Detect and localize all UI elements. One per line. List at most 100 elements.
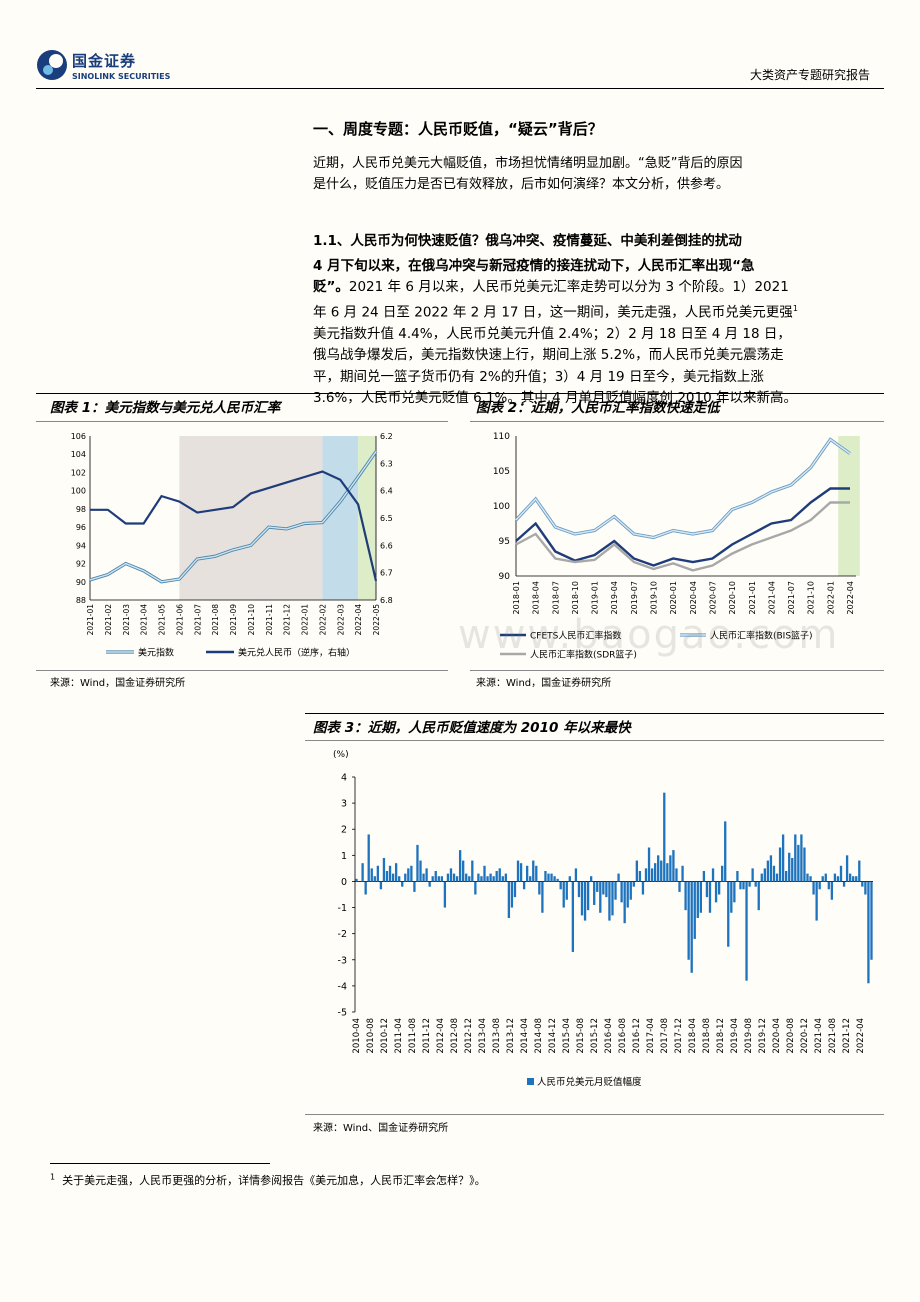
fig3-bar (474, 881, 477, 895)
fig3-bar (446, 873, 450, 882)
fig1-x-tick-label: 2021-04 (140, 604, 149, 636)
footnote-divider (50, 1163, 270, 1164)
fig3-bar (711, 868, 715, 882)
fig3-bar (367, 834, 370, 882)
fig2-x-tick-label: 2021-01 (748, 581, 757, 614)
fig3-bar (855, 876, 858, 882)
fig2-x-tick-label: 2021-04 (767, 581, 776, 614)
fig2-title-rule (470, 421, 884, 422)
fig3-legend-label: 人民币兑美元月贬值幅度 (537, 1076, 642, 1088)
fig1-bottom-rule (36, 670, 448, 671)
fig3-bar (620, 881, 623, 903)
fig3-bar (797, 844, 800, 882)
fig3-bar (848, 873, 852, 882)
fig3-bar (672, 850, 675, 882)
fig1-left-tick-label: 90 (76, 578, 86, 587)
fig3-bar (864, 881, 867, 895)
fig1-left-tick-label: 88 (76, 596, 86, 605)
fig1-x-tick-label: 2021-09 (229, 604, 238, 636)
fig3-bar (861, 881, 864, 887)
fig3-x-tick-label: 2017-04 (646, 1018, 656, 1054)
fig3-bar (791, 857, 794, 882)
fig3-bar (507, 881, 511, 918)
fig3-bar (529, 876, 532, 882)
fig3-bar (788, 852, 791, 882)
fig3-bar (681, 865, 684, 882)
fig3-x-tick-label: 2016-12 (632, 1018, 642, 1054)
fig2-y-tick-label: 110 (493, 432, 510, 442)
fig3-bar (824, 873, 827, 882)
fig3-bar (559, 881, 562, 890)
fig3-bar (714, 881, 718, 903)
fig3-bar (583, 881, 587, 921)
fig3-bar (589, 876, 593, 882)
fig1-left-tick-label: 106 (71, 432, 86, 441)
fig3-bar (437, 876, 440, 882)
fig3-bar (635, 860, 639, 882)
fig3-bar (358, 881, 361, 882)
fig2-legend-label: 人民币汇率指数(BIS篮子) (710, 630, 813, 642)
fig3-bar (827, 881, 830, 890)
fig3-bar (721, 865, 724, 882)
fig3-bar (556, 878, 559, 882)
fig3-bar (803, 847, 806, 882)
fig3-bar (748, 881, 751, 887)
fig3-source: 来源：Wind、国金证券研究所 (313, 1123, 449, 1134)
fig3-y-tick-label: 0 (341, 877, 347, 888)
fig3-bar (660, 860, 663, 882)
footnote-ref[interactable]: 1 (792, 304, 798, 314)
fig1-x-tick-label: 2021-11 (265, 604, 274, 636)
fig3-x-tick-label: 2010-04 (352, 1018, 362, 1054)
fig3-bar (675, 868, 678, 882)
fig3-bar (373, 876, 376, 882)
fig3-x-tick-label: 2012-04 (436, 1018, 446, 1054)
fig3-bar (608, 881, 611, 921)
fig3-bar (663, 792, 666, 882)
fig1-x-tick-label: 2022-04 (354, 604, 363, 636)
fig3-x-tick-label: 2018-08 (702, 1018, 712, 1054)
fig3-bar (614, 881, 617, 900)
fig2-x-tick-label: 2020-04 (689, 581, 698, 614)
fig3-x-tick-label: 2020-04 (772, 1018, 782, 1054)
fig3-bar (468, 876, 471, 882)
fig3-title: 图表 3：近期，人民币贬值速度为 2010 年以来最快 (313, 720, 631, 736)
fig3-bar (486, 876, 489, 882)
fig1-x-tick-label: 2022-02 (318, 604, 327, 636)
fig1-x-tick-label: 2022-05 (372, 604, 381, 636)
fig3-bar (458, 850, 462, 882)
fig3-x-tick-label: 2010-12 (380, 1018, 390, 1054)
fig3-x-tick-label: 2019-08 (744, 1018, 754, 1054)
fig3-bar (745, 881, 748, 981)
fig3-x-tick-label: 2011-08 (408, 1018, 418, 1054)
fig3-bar (596, 881, 599, 892)
fig3-bar (452, 873, 456, 882)
fig3-bar (577, 881, 581, 898)
fig3-bar (836, 876, 840, 882)
fig3-bar (510, 881, 514, 908)
body-text: 2021 年 6 月以来，人民币兑美元汇率走势可以分为 3 个阶段。1）2021 (348, 279, 789, 296)
fig3-bar (401, 881, 404, 887)
fig3-bar (669, 855, 672, 882)
fig3-bar (605, 881, 608, 898)
fig3-y-tick-label: -3 (338, 955, 347, 966)
fig3-bar (690, 881, 693, 973)
fig3-bar (443, 881, 447, 908)
fig3-x-tick-label: 2016-04 (604, 1018, 614, 1054)
company-logo: 国金证券 SINOLINK SECURITIES (36, 48, 176, 88)
fig2-series-line (515, 438, 851, 539)
fig3-bar (657, 855, 660, 882)
fig3-bar (852, 876, 855, 882)
fig2-source: 来源：Wind，国金证券研究所 (476, 678, 612, 689)
fig3-bar (611, 881, 614, 916)
fig3-x-tick-label: 2018-12 (716, 1018, 726, 1054)
fig3-x-tick-label: 2020-08 (786, 1018, 796, 1054)
fig3-bar (398, 876, 401, 882)
fig1-x-tick-label: 2022-01 (301, 604, 310, 636)
body-line: 4 月下旬以来，在俄乌冲突与新冠疫情的接连扰动下，人民币汇率出现“急 (313, 256, 885, 277)
figure-top-rule (36, 393, 884, 394)
fig3-y-tick-label: 2 (341, 825, 347, 836)
fig3-x-tick-label: 2013-04 (478, 1018, 488, 1054)
fig3-bar (769, 855, 773, 882)
fig3-bar (867, 881, 870, 984)
fig3-y-tick-label: -5 (338, 1008, 347, 1019)
